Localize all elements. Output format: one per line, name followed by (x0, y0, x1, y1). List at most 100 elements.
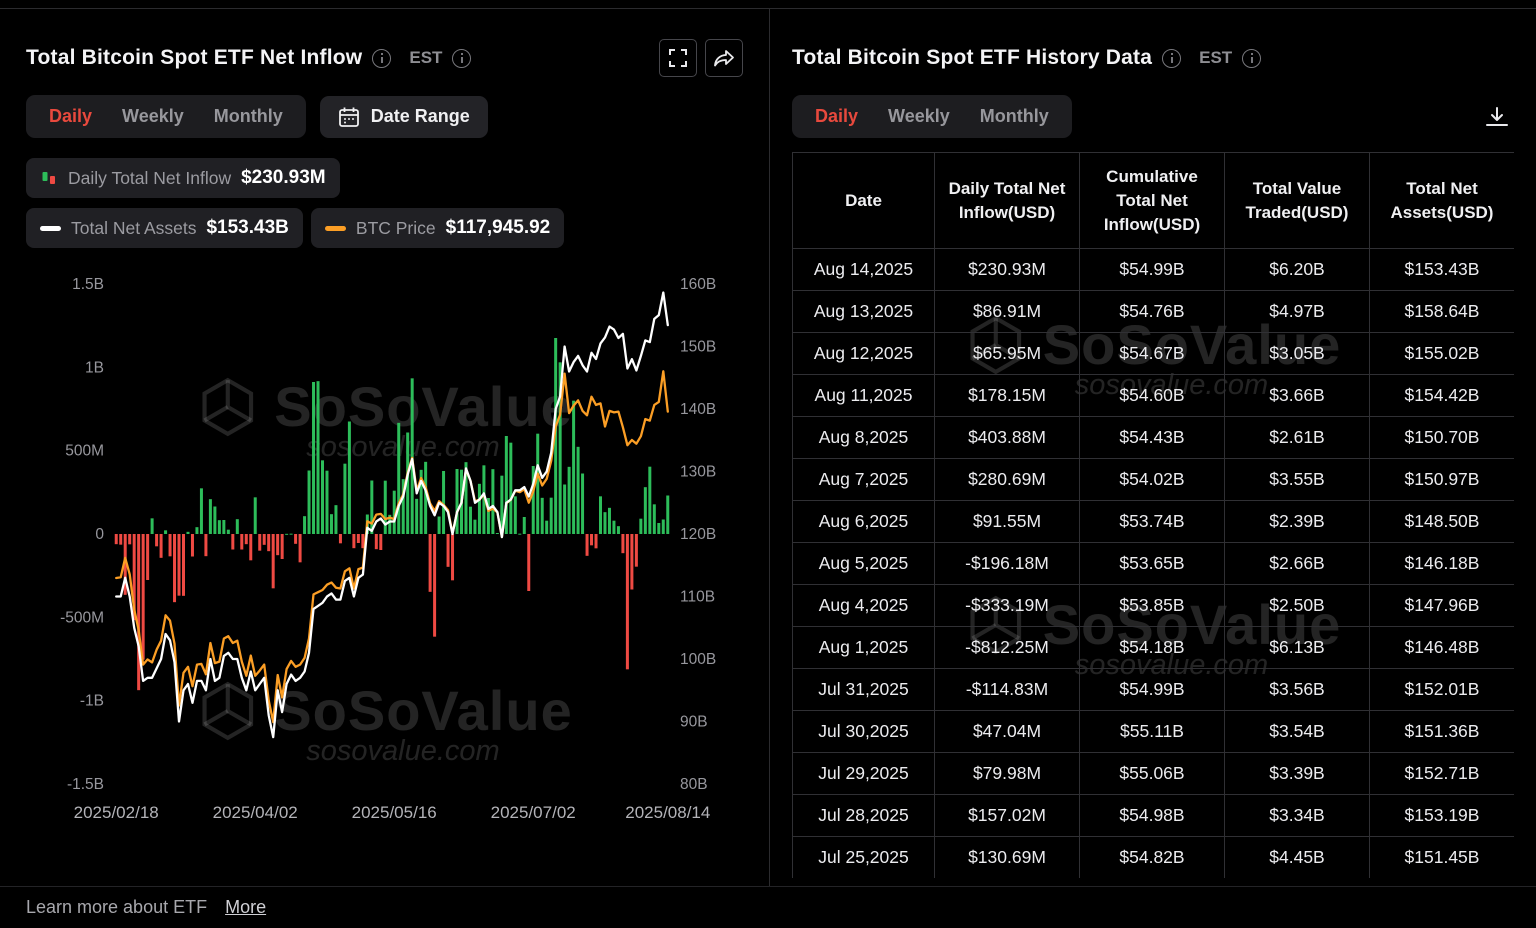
cell-inflow: $65.95M (934, 332, 1080, 376)
cell-date: Aug 5,2025 (792, 542, 935, 586)
cell-traded: $6.20B (1224, 248, 1370, 292)
chart-panel-header: Total Bitcoin Spot ETF Net Inflow EST (26, 37, 743, 79)
col-header-daily-inflow: Daily Total Net Inflow(USD) (934, 152, 1080, 250)
cell-cumulative: $54.60B (1079, 374, 1225, 418)
cell-assets: $154.42B (1369, 374, 1514, 418)
svg-text:110B: 110B (680, 589, 715, 606)
share-icon (714, 50, 734, 67)
cell-cumulative: $54.82B (1079, 836, 1225, 878)
download-button[interactable] (1480, 101, 1514, 133)
info-icon[interactable] (1242, 48, 1262, 68)
cell-inflow: -$812.25M (934, 626, 1080, 670)
svg-text:100B: 100B (680, 651, 716, 668)
fullscreen-button[interactable] (659, 39, 697, 77)
table-period-tabs: Daily Weekly Monthly (792, 95, 1072, 138)
cell-cumulative: $54.98B (1079, 794, 1225, 838)
svg-text:2025/05/16: 2025/05/16 (352, 803, 437, 822)
learn-more-text: Learn more about ETF (26, 897, 208, 917)
cell-cumulative: $54.99B (1079, 248, 1225, 292)
cell-traded: $3.39B (1224, 752, 1370, 796)
share-button[interactable] (705, 39, 743, 77)
cell-inflow: $230.93M (934, 248, 1080, 292)
table-row: Aug 6,2025 $91.55M $53.74B $2.39B $148.5… (792, 500, 1514, 544)
legend-total-net-assets[interactable]: Total Net Assets $153.43B (26, 208, 303, 248)
cell-assets: $146.48B (1369, 626, 1514, 670)
history-data-panel: Total Bitcoin Spot ETF History Data EST … (770, 9, 1536, 886)
table-panel-header: Total Bitcoin Spot ETF History Data EST (792, 37, 1514, 79)
svg-text:2025/02/18: 2025/02/18 (74, 803, 159, 822)
cell-traded: $3.34B (1224, 794, 1370, 838)
col-header-value-traded: Total Value Traded(USD) (1224, 152, 1370, 250)
table-row: Jul 29,2025 $79.98M $55.06B $3.39B $152.… (792, 752, 1514, 796)
info-icon[interactable] (452, 48, 472, 68)
table-row: Aug 7,2025 $280.69M $54.02B $3.55B $150.… (792, 458, 1514, 502)
cell-cumulative: $54.99B (1079, 668, 1225, 712)
cell-date: Aug 6,2025 (792, 500, 935, 544)
cell-assets: $151.45B (1369, 836, 1514, 878)
svg-text:2025/07/02: 2025/07/02 (491, 803, 576, 822)
chart-tab-daily[interactable]: Daily (36, 104, 105, 129)
col-header-net-assets: Total Net Assets(USD) (1369, 152, 1514, 250)
bar-pair-icon (42, 172, 55, 184)
cell-assets: $148.50B (1369, 500, 1514, 544)
date-range-button[interactable]: Date Range (319, 95, 488, 138)
table-tab-weekly[interactable]: Weekly (875, 104, 963, 129)
cell-assets: $158.64B (1369, 290, 1514, 334)
legend-value: $117,945.92 (445, 217, 551, 238)
legend-label: Daily Total Net Inflow (68, 167, 232, 188)
svg-text:160B: 160B (680, 276, 716, 293)
table-tab-monthly[interactable]: Monthly (967, 104, 1062, 129)
legend-value: $153.43B (206, 217, 289, 238)
cell-traded: $2.50B (1224, 584, 1370, 628)
chart-title: Total Bitcoin Spot ETF Net Inflow (26, 46, 363, 69)
more-link[interactable]: More (225, 897, 267, 917)
cell-inflow: $403.88M (934, 416, 1080, 460)
cell-assets: $152.71B (1369, 752, 1514, 796)
cell-cumulative: $53.74B (1079, 500, 1225, 544)
date-range-label: Date Range (370, 106, 470, 126)
history-table: Date Daily Total Net Inflow(USD) Cumulat… (792, 152, 1514, 878)
cell-inflow: -$196.18M (934, 542, 1080, 586)
svg-text:-1B: -1B (80, 693, 104, 710)
cell-cumulative: $54.02B (1079, 458, 1225, 502)
cell-cumulative: $54.43B (1079, 416, 1225, 460)
cell-inflow: $79.98M (934, 752, 1080, 796)
cell-inflow: $86.91M (934, 290, 1080, 334)
cell-inflow: $178.15M (934, 374, 1080, 418)
svg-text:2025/04/02: 2025/04/02 (213, 803, 298, 822)
cell-date: Aug 1,2025 (792, 626, 935, 670)
cell-traded: $2.66B (1224, 542, 1370, 586)
cell-inflow: $280.69M (934, 458, 1080, 502)
legend-daily-net-inflow[interactable]: Daily Total Net Inflow $230.93M (26, 158, 340, 198)
cell-date: Aug 13,2025 (792, 290, 935, 334)
info-icon[interactable] (372, 48, 392, 68)
svg-text:1.5B: 1.5B (72, 276, 104, 293)
chart-tab-monthly[interactable]: Monthly (201, 104, 296, 129)
info-icon[interactable] (1162, 48, 1182, 68)
cell-assets: $150.70B (1369, 416, 1514, 460)
svg-text:-500M: -500M (60, 609, 104, 626)
table-row: Jul 30,2025 $47.04M $55.11B $3.54B $151.… (792, 710, 1514, 754)
cell-inflow: $91.55M (934, 500, 1080, 544)
cell-traded: $3.05B (1224, 332, 1370, 376)
fullscreen-icon (669, 49, 687, 67)
cell-traded: $2.39B (1224, 500, 1370, 544)
cell-traded: $3.55B (1224, 458, 1370, 502)
svg-text:0: 0 (95, 526, 104, 543)
table-tab-daily[interactable]: Daily (802, 104, 871, 129)
legend-btc-price[interactable]: BTC Price $117,945.92 (310, 208, 565, 248)
cell-cumulative: $54.67B (1079, 332, 1225, 376)
chart-controls: Daily Weekly Monthly Date Range (26, 95, 743, 138)
net-inflow-chart[interactable]: SoSoValue sosovalue.com SoSoValue sosova… (26, 270, 743, 848)
cell-date: Aug 12,2025 (792, 332, 935, 376)
cell-traded: $6.13B (1224, 626, 1370, 670)
cell-traded: $2.61B (1224, 416, 1370, 460)
cell-date: Jul 30,2025 (792, 710, 935, 754)
page-footer: Learn more about ETF More (0, 886, 1536, 928)
cell-assets: $152.01B (1369, 668, 1514, 712)
cell-cumulative: $53.85B (1079, 584, 1225, 628)
chart-tab-weekly[interactable]: Weekly (109, 104, 197, 129)
inflow-chart-svg[interactable]: 1.5B 1B 500M 0 -500M -1B -1.5B 160B 150B 140B 130B… (26, 270, 742, 830)
cell-traded: $3.54B (1224, 710, 1370, 754)
svg-text:130B: 130B (680, 464, 716, 481)
